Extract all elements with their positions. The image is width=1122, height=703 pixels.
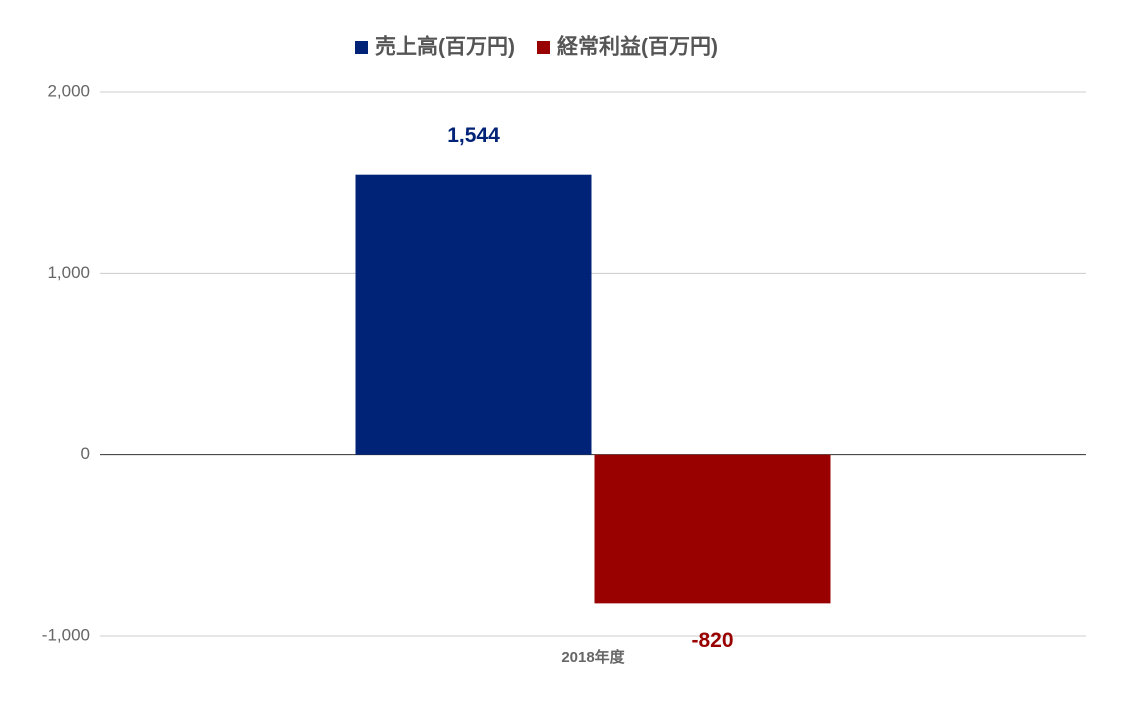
bar [594, 454, 831, 604]
y-tick-label: -1,000 [42, 625, 90, 644]
legend-swatch [537, 41, 550, 54]
y-tick-label: 2,000 [47, 81, 90, 100]
legend-label: 売上高(百万円) [375, 35, 515, 59]
y-tick-label: 1,000 [47, 263, 90, 282]
x-tick-label: 2018年度 [561, 648, 625, 666]
legend-label: 経常利益(百万円) [557, 35, 718, 59]
y-tick-label: 0 [81, 444, 90, 463]
data-label: -820 [691, 629, 733, 652]
data-label: 1,544 [447, 124, 500, 147]
bar [355, 174, 592, 455]
legend-swatch [355, 41, 368, 54]
